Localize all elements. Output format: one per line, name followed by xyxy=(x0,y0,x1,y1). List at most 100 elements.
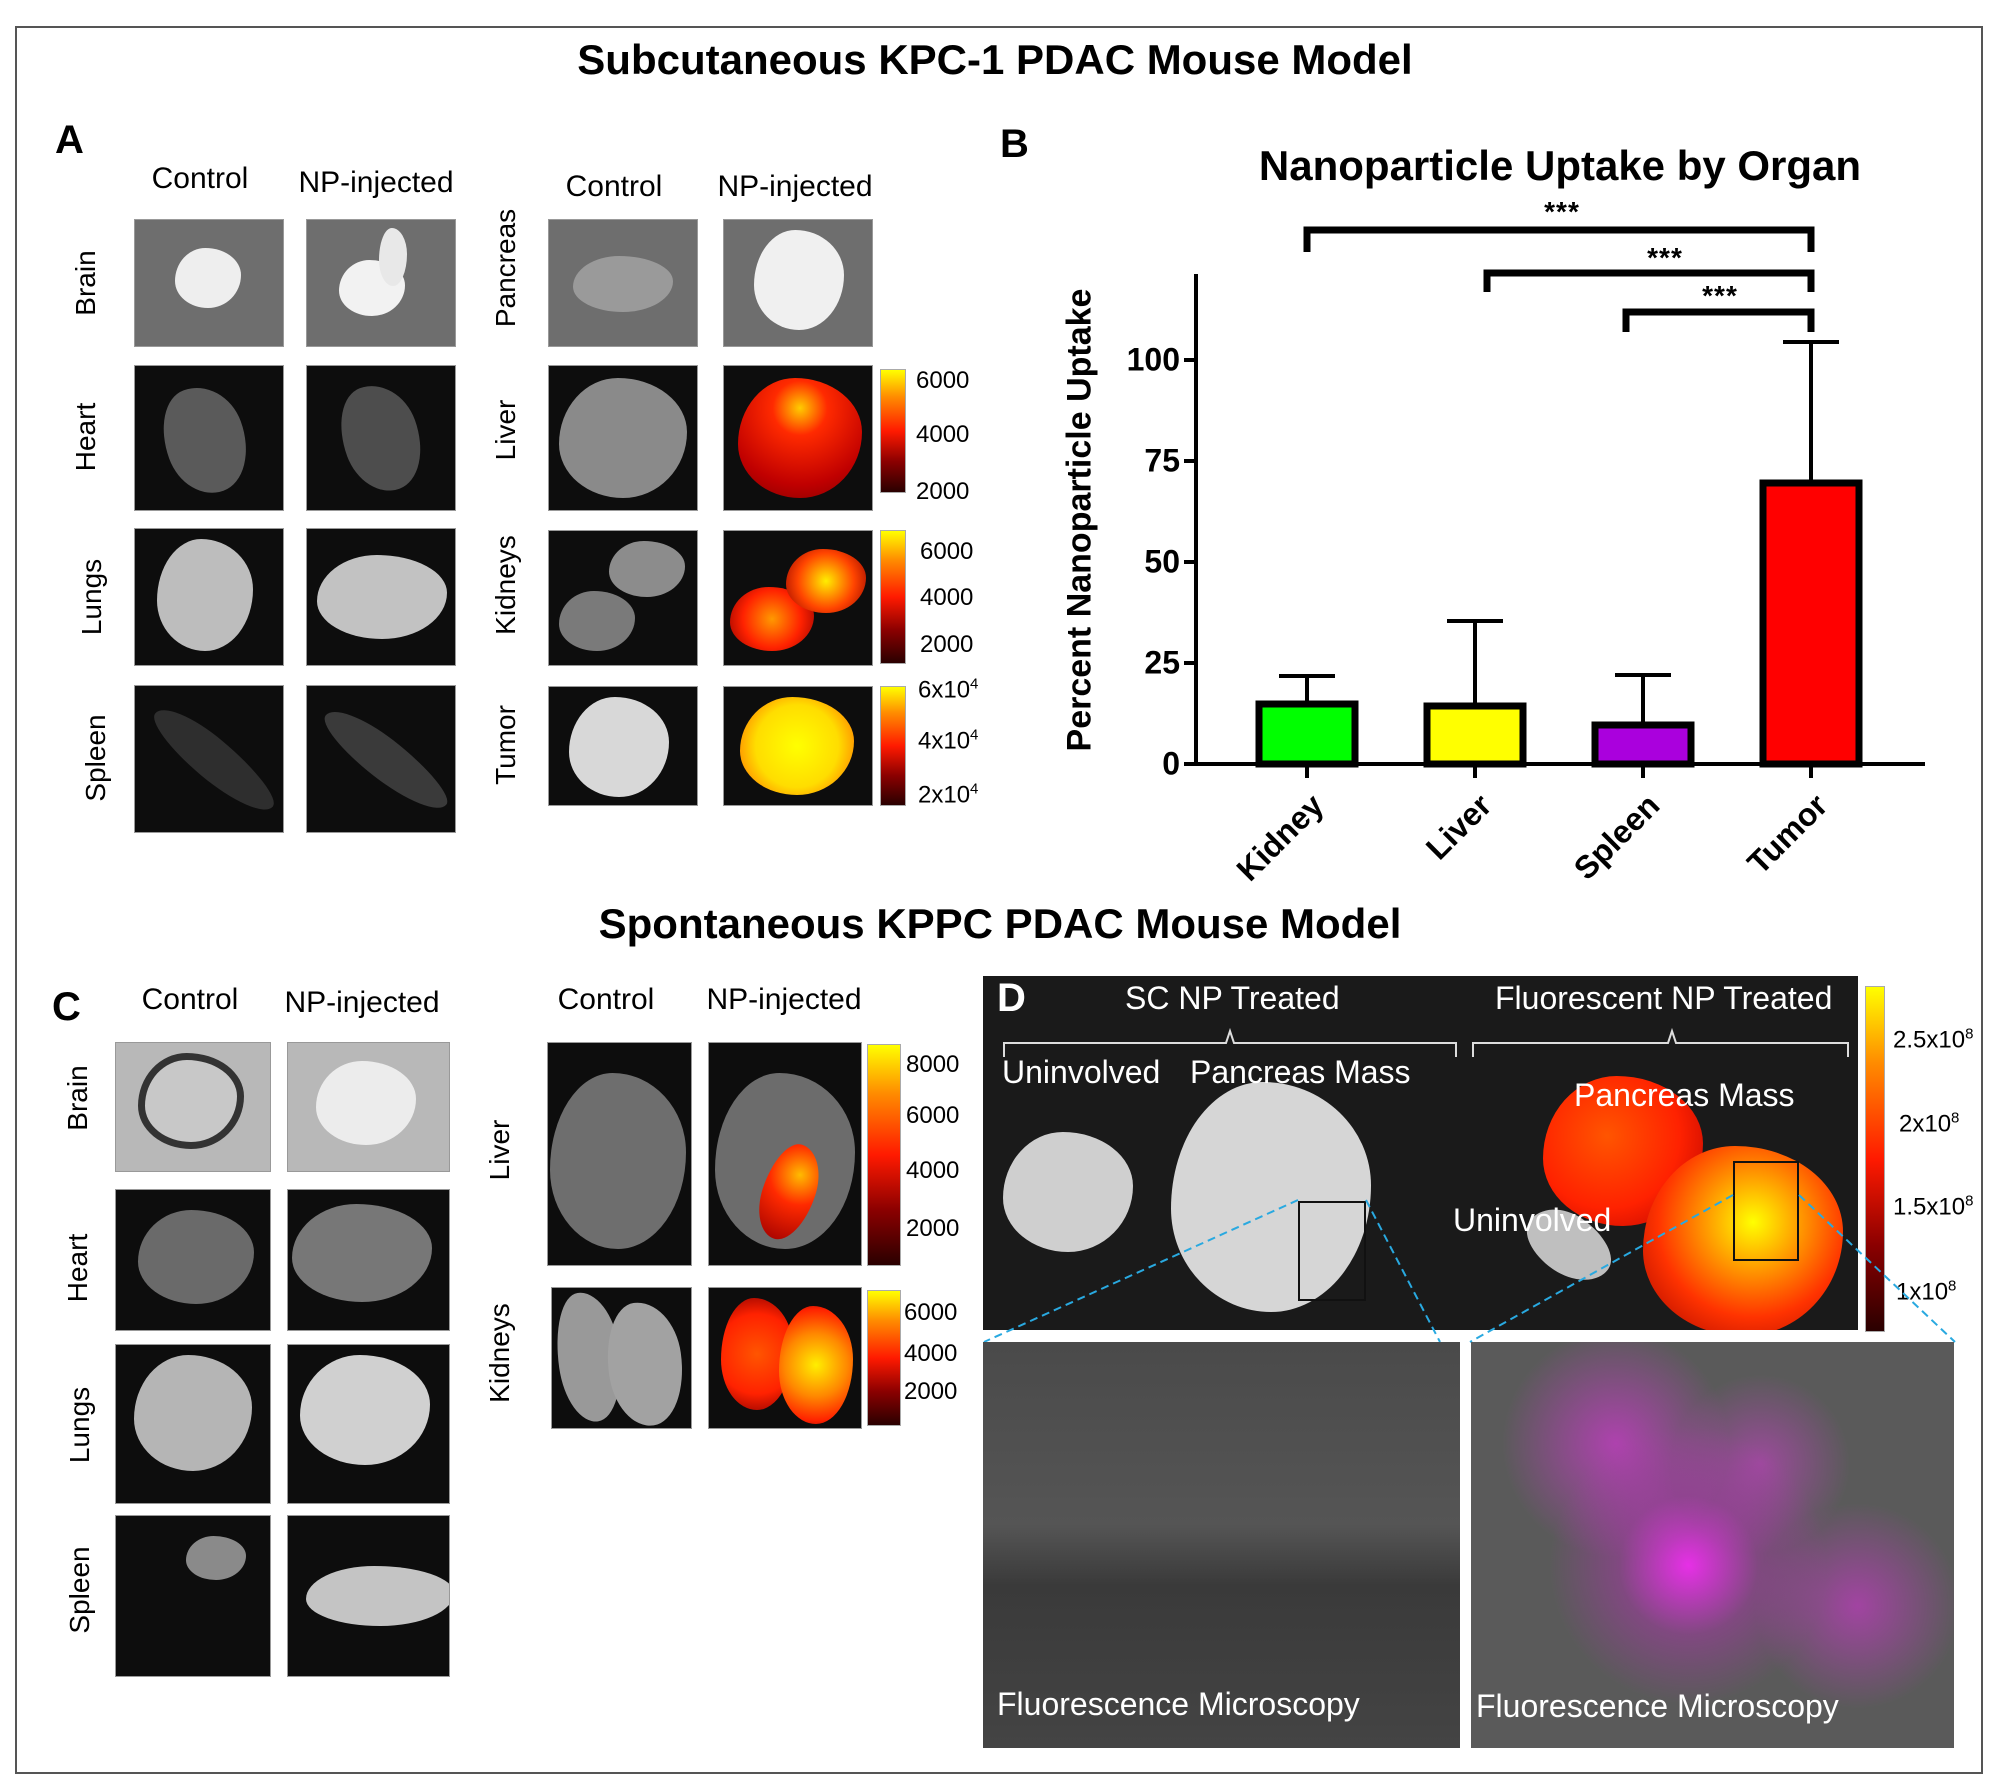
image-lungs-np xyxy=(306,528,456,666)
colorbar-d xyxy=(1865,986,1885,1332)
significance-label: *** xyxy=(1702,280,1738,311)
significance-label: *** xyxy=(1647,242,1683,273)
y-axis-title: Percent Nanoparticle Uptake xyxy=(1060,288,1099,752)
image-c-kidneys-np xyxy=(708,1287,862,1429)
colorbar-liver-label: 6000 xyxy=(916,367,970,394)
label-left-uninvolved: Uninvolved xyxy=(1002,1054,1161,1090)
significance-bracket-kidney-tumor xyxy=(1303,226,1815,252)
colorbar-c-liver-label: 2000 xyxy=(906,1215,960,1242)
colorbar-liver-label: 2000 xyxy=(916,478,970,505)
col-header-np-injected: NP-injected xyxy=(298,166,454,199)
bar-liver xyxy=(1423,702,1527,768)
y-tick-label: 75 xyxy=(1144,442,1180,479)
col-header-control: Control xyxy=(141,983,239,1016)
y-tick-label: 100 xyxy=(1126,341,1180,378)
row-label-heart: Heart xyxy=(62,1233,93,1303)
col-header-control-2: Control xyxy=(557,983,655,1016)
colorbar-c-kidneys-label: 4000 xyxy=(904,1340,958,1367)
colorbar-d-label-exp: 8 xyxy=(1965,1025,1974,1043)
panel-letter-c: C xyxy=(52,985,81,1029)
col-header-np-injected-2: NP-injected xyxy=(717,170,873,203)
image-kidneys-np xyxy=(723,530,873,666)
colorbar-d-label: 1x108 xyxy=(1896,1278,1956,1307)
row-label-tumor: Tumor xyxy=(490,705,521,785)
colorbar-d-label: 1.5x108 xyxy=(1893,1193,1973,1222)
colorbar-c-kidneys xyxy=(867,1290,901,1426)
colorbar-d-label-base: 1x10 xyxy=(1896,1278,1949,1306)
colorbar-c-liver xyxy=(867,1044,901,1266)
image-c-brain-np xyxy=(287,1042,450,1172)
row-label-lungs: Lungs xyxy=(76,558,107,636)
section-title-spontaneous: Spontaneous KPPC PDAC Mouse Model xyxy=(598,900,1402,947)
chart-title: Nanoparticle Uptake by Organ xyxy=(1258,142,1862,189)
colorbar-c-liver-label: 6000 xyxy=(906,1102,960,1129)
panel-letter-b: B xyxy=(1000,122,1029,166)
colorbar-c-kidneys-label: 6000 xyxy=(904,1299,958,1326)
image-spleen-np xyxy=(306,685,456,833)
colorbar-tumor-label-base: 2x10 xyxy=(918,781,971,809)
image-c-heart-np xyxy=(287,1189,450,1331)
image-c-spleen-control xyxy=(115,1515,271,1677)
image-brain-np xyxy=(306,219,456,347)
colorbar-kidneys-label: 6000 xyxy=(920,538,974,565)
group-braces xyxy=(1003,1027,1849,1057)
image-heart-np xyxy=(306,365,456,511)
image-pancreas-np xyxy=(723,219,873,347)
image-kidneys-control xyxy=(548,530,698,666)
colorbar-d-label-exp: 8 xyxy=(1951,1109,1960,1127)
colorbar-tumor-label-exp: 4 xyxy=(970,780,979,798)
colorbar-tumor-label: 2x104 xyxy=(918,781,978,810)
colorbar-tumor-label-base: 6x10 xyxy=(918,676,971,704)
row-label-heart: Heart xyxy=(70,402,101,472)
row-label-pancreas: Pancreas xyxy=(490,208,521,328)
colorbar-c-liver-label: 4000 xyxy=(906,1157,960,1184)
row-label-lungs: Lungs xyxy=(64,1386,95,1464)
figure-frame xyxy=(15,26,1983,1774)
bar-spleen xyxy=(1591,721,1695,768)
row-label-liver: Liver xyxy=(490,399,521,461)
caption-micro-right: Fluorescence Microscopy xyxy=(1476,1688,1839,1724)
row-label-spleen: Spleen xyxy=(64,1546,95,1634)
col-header-control-2: Control xyxy=(565,170,663,203)
colorbar-d-label-exp: 8 xyxy=(1948,1277,1957,1295)
image-d-whole-organ xyxy=(983,976,1858,1330)
image-c-liver-np xyxy=(708,1042,862,1266)
section-title-subcutaneous: Subcutaneous KPC-1 PDAC Mouse Model xyxy=(577,36,1413,83)
colorbar-c-kidneys-label: 2000 xyxy=(904,1378,958,1405)
colorbar-d-label-exp: 8 xyxy=(1965,1192,1974,1210)
colorbar-tumor-label-exp: 4 xyxy=(970,675,979,693)
row-label-brain: Brain xyxy=(62,1065,93,1131)
colorbar-tumor-label-base: 4x10 xyxy=(918,727,971,755)
colorbar-d-label: 2x108 xyxy=(1899,1110,1959,1139)
colorbar-kidneys-label: 2000 xyxy=(920,631,974,658)
col-header-np-injected: NP-injected xyxy=(284,986,440,1019)
bar-kidney xyxy=(1255,700,1359,768)
y-tick-label: 25 xyxy=(1144,644,1180,681)
colorbar-tumor-label: 4x104 xyxy=(918,727,978,756)
row-label-spleen: Spleen xyxy=(80,714,111,802)
significance-label: *** xyxy=(1544,196,1580,227)
image-tumor-control xyxy=(548,686,698,806)
row-label-kidneys: Kidneys xyxy=(490,535,521,635)
colorbar-kidneys-label: 4000 xyxy=(920,584,974,611)
image-liver-control xyxy=(548,365,698,511)
row-label-brain: Brain xyxy=(70,250,101,316)
zoom-connector-lines xyxy=(983,1194,1956,1343)
y-tick-label: 0 xyxy=(1162,745,1180,782)
colorbar-kidneys xyxy=(880,530,906,664)
image-brain-control xyxy=(134,219,284,347)
colorbar-d-label-base: 2.5x10 xyxy=(1893,1026,1966,1054)
image-pancreas-control xyxy=(548,219,698,347)
image-spleen-control xyxy=(134,685,284,833)
col-header-control: Control xyxy=(151,162,249,195)
image-c-heart-control xyxy=(115,1189,271,1331)
image-c-lungs-control xyxy=(115,1344,271,1504)
caption-micro-left: Fluorescence Microscopy xyxy=(997,1686,1360,1722)
image-c-brain-control xyxy=(115,1042,271,1172)
label-right-uninvolved: Uninvolved xyxy=(1453,1202,1612,1238)
bar-chart xyxy=(1184,226,1925,778)
image-lungs-control xyxy=(134,528,284,666)
image-c-lungs-np xyxy=(287,1344,450,1504)
colorbar-d-label-base: 1.5x10 xyxy=(1893,1193,1966,1221)
image-heart-control xyxy=(134,365,284,511)
